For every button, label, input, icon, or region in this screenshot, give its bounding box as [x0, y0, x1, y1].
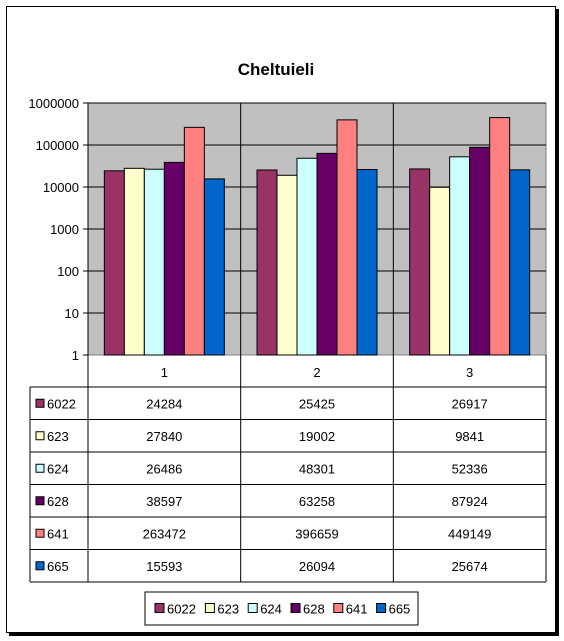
data-label: 26094: [299, 559, 335, 574]
data-label: 38597: [146, 494, 182, 509]
bar-6022-2: [256, 169, 278, 356]
data-label: 25425: [299, 396, 335, 411]
series-label: 624: [47, 461, 69, 476]
legend: 6022 623 624 628 641 665: [144, 591, 419, 626]
bar-6022-1: [103, 170, 125, 356]
data-label: 52336: [452, 461, 488, 476]
data-label: 63258: [299, 494, 335, 509]
bar-623-2: [276, 174, 298, 356]
data-label: 396659: [295, 526, 338, 541]
y-tick-label: 1: [72, 348, 79, 363]
legend-key-6022: [154, 603, 165, 613]
legend-key-624: [247, 603, 258, 613]
legend-key-641: [333, 603, 344, 613]
y-tick-label: 10: [65, 306, 79, 321]
y-tick-label: 10000: [43, 180, 79, 195]
legend-label: 665: [389, 602, 411, 617]
bar-641-3: [489, 117, 511, 356]
data-label: 87924: [452, 494, 488, 509]
y-tick-label: 100: [57, 264, 79, 279]
category-label: 2: [313, 365, 320, 380]
bar-6022-3: [409, 168, 431, 356]
data-label: 26917: [452, 396, 488, 411]
bar-624-3: [449, 156, 471, 356]
bar-624-2: [296, 157, 318, 356]
series-label: 641: [47, 526, 69, 541]
legend-label: 641: [346, 602, 368, 617]
plot-area: 1 10 100 1000 10000 100000 1000000: [28, 96, 547, 363]
category-label: 3: [466, 365, 473, 380]
legend-key-628: [290, 603, 301, 613]
data-label: 449149: [448, 526, 491, 541]
bar-623-3: [429, 186, 451, 356]
bar-628-1: [163, 161, 185, 356]
series-label: 628: [47, 494, 69, 509]
legend-key-623: [204, 603, 215, 613]
chart-title: Cheltuieli: [238, 60, 315, 79]
category-label: 1: [161, 365, 168, 380]
legend-label: 624: [260, 602, 282, 617]
y-tick-label: 1000: [50, 222, 79, 237]
series-key-641: [35, 528, 45, 538]
bar-628-3: [469, 146, 491, 356]
series-key-665: [35, 561, 45, 571]
data-label: 15593: [146, 559, 182, 574]
legend-label: 623: [217, 602, 239, 617]
bar-665-2: [356, 169, 378, 356]
series-key-6022: [35, 398, 45, 408]
legend-box: [144, 591, 419, 626]
data-label: 25674: [452, 559, 488, 574]
bar-641-2: [336, 119, 358, 356]
bar-665-1: [203, 178, 225, 356]
data-table: 1 2 3 6022 24284 25425 26917 623 27840 19002 9841 6…: [29, 355, 547, 583]
bar-641-1: [183, 126, 205, 356]
series-key-623: [35, 431, 45, 441]
data-label: 263472: [143, 526, 186, 541]
legend-label: 628: [303, 602, 325, 617]
bar-665-3: [509, 169, 531, 356]
data-label: 24284: [146, 396, 182, 411]
y-tick-label: 1000000: [28, 96, 79, 111]
bar-624-1: [143, 168, 165, 356]
bar-628-2: [316, 152, 338, 356]
series-key-628: [35, 496, 45, 506]
data-label: 26486: [146, 461, 182, 476]
series-label: 6022: [47, 396, 76, 411]
data-label: 19002: [299, 429, 335, 444]
series-label: 623: [47, 429, 69, 444]
data-label: 9841: [455, 429, 484, 444]
series-label: 665: [47, 559, 69, 574]
legend-key-665: [376, 603, 387, 613]
data-label: 48301: [299, 461, 335, 476]
legend-label: 6022: [167, 602, 196, 617]
data-label: 27840: [146, 429, 182, 444]
bar-623-1: [123, 167, 145, 356]
y-tick-label: 100000: [36, 138, 79, 153]
series-key-624: [35, 463, 45, 473]
